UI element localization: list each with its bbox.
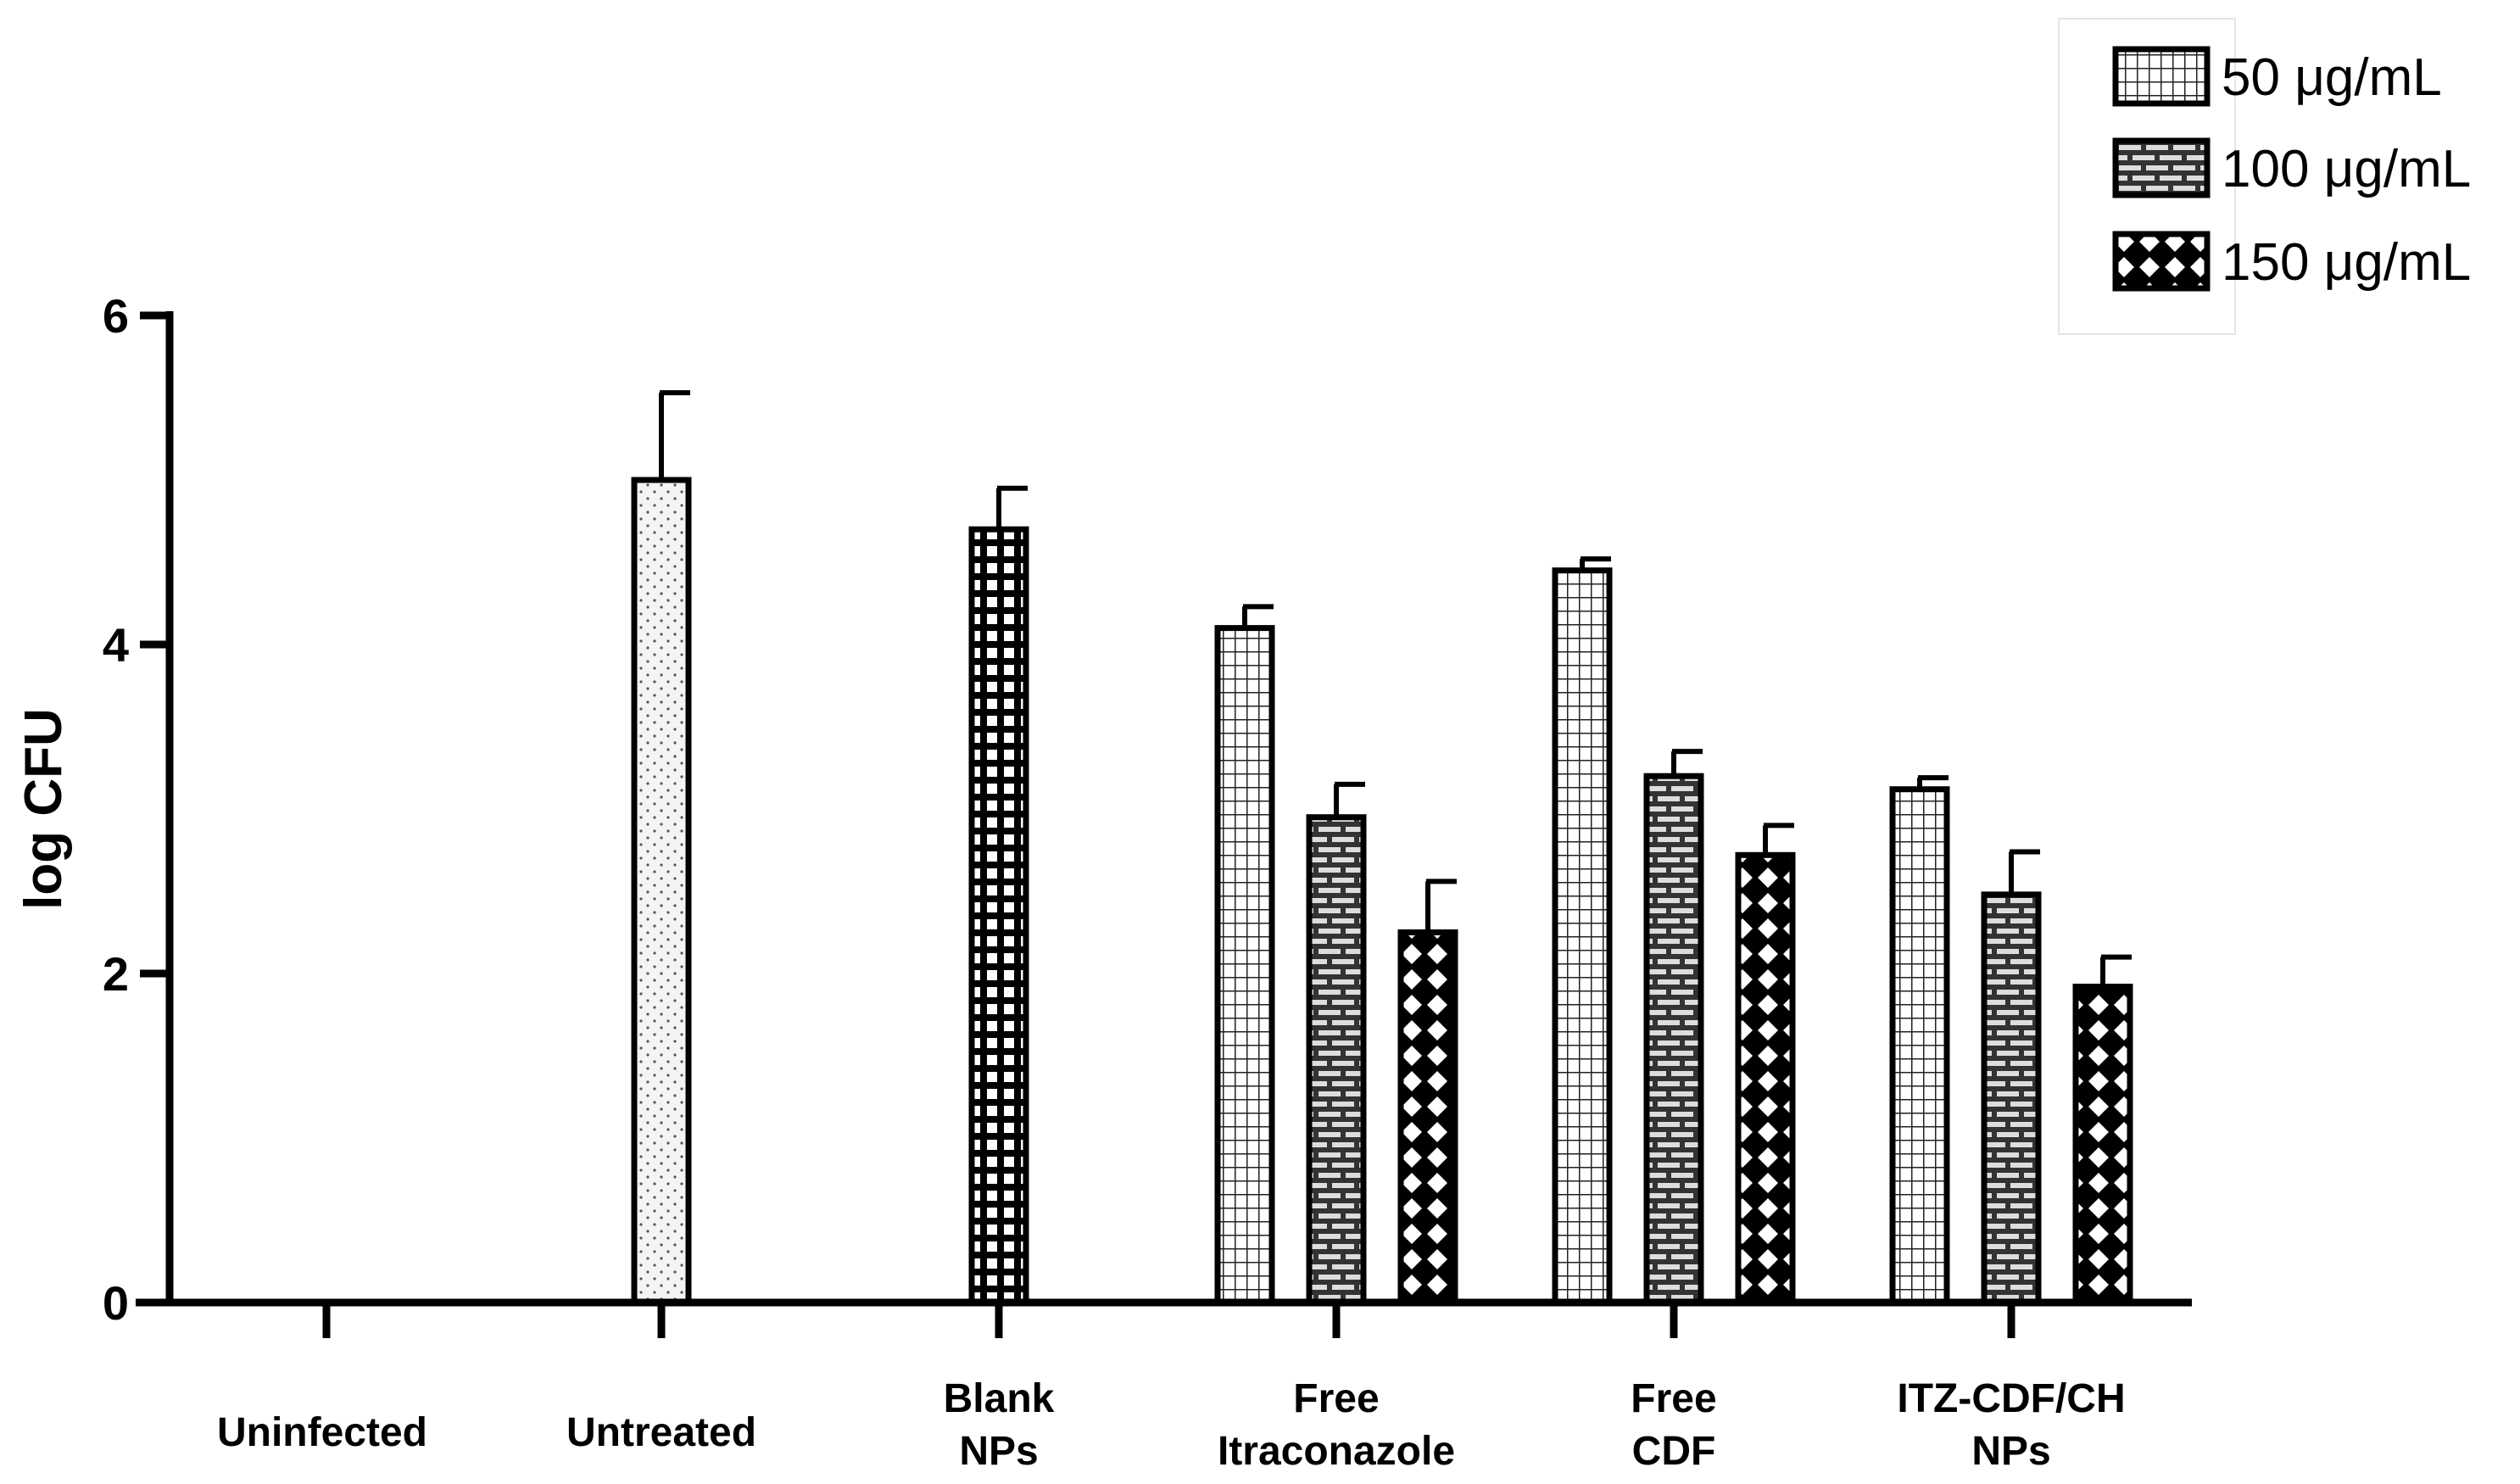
x-tick-label-2-0: Blank xyxy=(944,1376,1055,1421)
bar-0 xyxy=(631,477,692,1306)
legend-label-2: 150 μg/mL xyxy=(2222,233,2471,292)
x-tick-label-5-0: ITZ-CDF/CH xyxy=(1897,1376,2125,1421)
plot-area: 0 2 4 6 log CFU Uninfected Untreated Blank NPs Fr… xyxy=(14,289,2192,1474)
y-tick-label-2: 4 xyxy=(103,618,129,672)
x-tick-label-2-1: NPs xyxy=(959,1429,1038,1474)
x-tick-label-4-0: Free xyxy=(1631,1376,1716,1421)
y-tick-label-3: 6 xyxy=(103,289,129,343)
x-tick-label-1-0: Untreated xyxy=(566,1410,756,1455)
bar-4 xyxy=(1397,929,1458,1306)
legend-swatch-0 xyxy=(2112,46,2211,107)
bar-6 xyxy=(1643,773,1704,1306)
x-tick-label-0-0: Uninfected xyxy=(217,1410,427,1455)
bar-7 xyxy=(1735,851,1796,1306)
y-axis-label: log CFU xyxy=(14,708,73,910)
legend-label-0: 50 μg/mL xyxy=(2222,48,2442,107)
bar-10 xyxy=(2072,984,2133,1306)
bar-5 xyxy=(1552,567,1613,1306)
y-tick-label-1: 2 xyxy=(103,947,129,1001)
legend-label-1: 100 μg/mL xyxy=(2222,140,2471,198)
bar-2 xyxy=(1214,625,1275,1306)
x-tick-label-4-1: CDF xyxy=(1632,1429,1716,1474)
y-tick-label-0: 0 xyxy=(103,1276,129,1330)
x-tick-label-3-1: Itraconazole xyxy=(1218,1429,1455,1474)
bar-9 xyxy=(1981,891,2042,1306)
x-tick-label-3-0: Free xyxy=(1293,1376,1379,1421)
legend-swatch-1 xyxy=(2112,137,2211,198)
bar-1 xyxy=(968,526,1029,1306)
bar-3 xyxy=(1306,814,1367,1306)
legend: 50 μg/mL 100 μg/mL 150 μg/mL xyxy=(2058,18,2471,335)
x-tick-label-5-1: NPs xyxy=(1971,1429,2050,1474)
legend-swatch-2 xyxy=(2112,231,2211,292)
bar-8 xyxy=(1889,786,1950,1306)
